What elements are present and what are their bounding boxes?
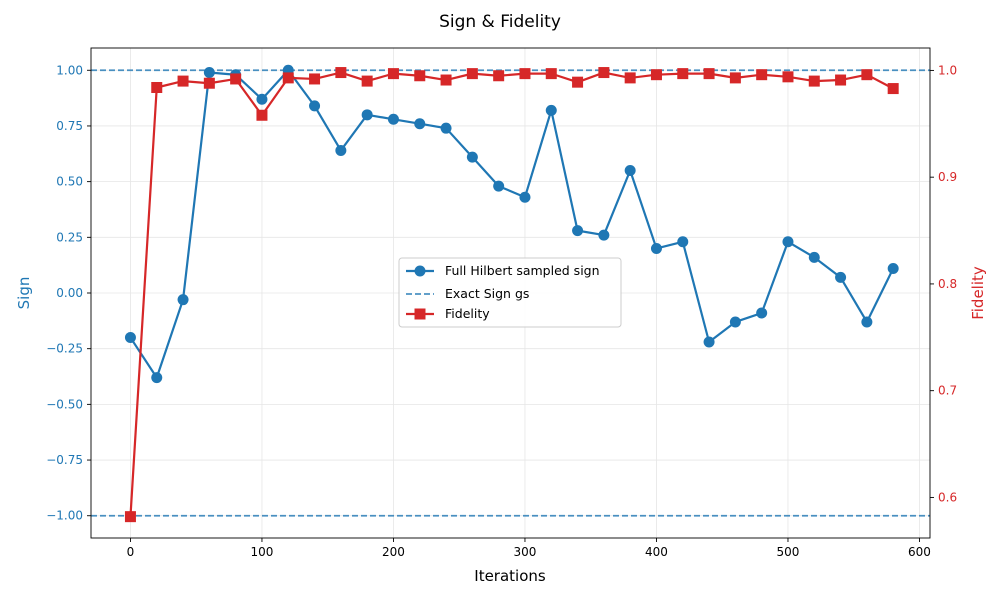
y-right-tick-label: 0.6 — [938, 490, 957, 504]
sign-point — [729, 316, 741, 328]
sign-point — [703, 336, 715, 348]
sign-point — [124, 332, 136, 344]
y-left-tick-label: −0.25 — [46, 342, 83, 356]
fidelity-series — [124, 67, 899, 523]
fidelity-point — [703, 68, 715, 80]
legend-symbol-sign — [406, 265, 434, 277]
legend: Full Hilbert sampled sign Exact Sign gs … — [398, 257, 622, 328]
y-right-tick-label: 1.0 — [938, 63, 957, 77]
fidelity-point — [624, 72, 636, 84]
legend-symbol-fidelity — [406, 308, 434, 320]
x-tick-label: 200 — [382, 545, 405, 559]
y-left-tick-label: 0.25 — [56, 230, 83, 244]
fidelity-point — [545, 68, 557, 80]
y-left-tick-label: −1.00 — [46, 509, 83, 523]
fidelity-point — [203, 77, 215, 89]
y-axis-left-label: Sign — [15, 277, 33, 310]
fidelity-point — [124, 511, 136, 523]
legend-label-exact-sign: Exact Sign gs — [445, 286, 529, 301]
fidelity-point — [782, 71, 794, 83]
sign-point — [624, 165, 636, 176]
fidelity-point — [756, 69, 768, 81]
x-tick-label: 400 — [645, 545, 668, 559]
sign-point — [256, 93, 268, 105]
fidelity-point — [598, 67, 610, 79]
fidelity-point — [808, 75, 820, 87]
fidelity-point — [861, 69, 873, 81]
legend-marker — [414, 265, 426, 277]
y-axis-right-label: Fidelity — [969, 266, 987, 320]
sign-point — [414, 118, 426, 130]
x-tick-label: 100 — [251, 545, 274, 559]
legend-box — [398, 257, 622, 328]
fidelity-point — [230, 73, 242, 85]
sign-point — [493, 180, 505, 192]
fidelity-point — [151, 81, 163, 93]
fidelity-point — [309, 73, 321, 85]
sign-point — [808, 251, 820, 263]
sign-point — [835, 271, 847, 283]
sign-point — [203, 67, 215, 78]
x-tick-label: 0 — [127, 545, 135, 559]
fidelity-point — [256, 109, 268, 121]
axes: 0 100 200 300 400 500 600 −1.00 −0.75 −0.50 −0.25 0… — [46, 63, 957, 559]
fidelity-point — [729, 72, 741, 84]
sign-point — [177, 294, 189, 306]
x-tick-label: 600 — [908, 545, 931, 559]
sign-point — [466, 151, 478, 163]
sign-point — [309, 100, 321, 112]
fidelity-point — [519, 68, 531, 80]
x-tick-label: 300 — [514, 545, 537, 559]
fidelity-point — [572, 76, 584, 88]
fidelity-point — [335, 67, 347, 79]
sign-point — [151, 372, 163, 384]
sign-point — [756, 307, 768, 319]
fidelity-point — [835, 74, 847, 86]
fidelity-point — [387, 68, 399, 80]
y-left-tick-label: 0.75 — [56, 119, 83, 133]
y-right-tick-label: 0.8 — [938, 277, 957, 291]
sign-point — [361, 109, 373, 121]
sign-point — [335, 144, 347, 156]
chart-title: Sign & Fidelity — [439, 12, 561, 32]
y-left-tick-label: −0.50 — [46, 397, 83, 411]
y-left-tick-label: 0.00 — [56, 286, 83, 300]
sign-point — [440, 122, 452, 134]
x-axis-label: Iterations — [474, 567, 546, 585]
sign-point — [598, 229, 610, 241]
y-left-tick-label: −0.75 — [46, 453, 83, 467]
y-left-tick-label: 1.00 — [56, 63, 83, 77]
fidelity-point — [466, 68, 478, 80]
fidelity-point — [361, 75, 373, 87]
sign-point — [572, 225, 584, 237]
legend-label-sign: Full Hilbert sampled sign — [445, 263, 600, 278]
sign-point — [650, 242, 662, 254]
fidelity-point — [887, 83, 899, 95]
fidelity-point — [177, 75, 189, 87]
y-right-tick-label: 0.7 — [938, 384, 957, 398]
sign-line — [129, 69, 895, 379]
reference-lines — [91, 69, 930, 517]
fidelity-point — [650, 69, 662, 81]
fidelity-point — [282, 72, 294, 84]
sign-point — [861, 316, 873, 328]
y-left-tick-label: 0.50 — [56, 175, 83, 189]
fidelity-point — [414, 70, 426, 82]
sign-point — [677, 236, 689, 248]
y-right-tick-label: 0.9 — [938, 170, 957, 184]
sign-point — [887, 263, 899, 274]
fidelity-point — [677, 68, 689, 80]
fidelity-point — [493, 70, 505, 82]
legend-label-fidelity: Fidelity — [445, 306, 490, 321]
sign-point — [782, 236, 794, 248]
legend-marker — [414, 308, 426, 320]
sign-point — [519, 191, 531, 203]
fidelity-point — [440, 74, 452, 86]
x-tick-label: 500 — [777, 545, 800, 559]
sign-point — [545, 104, 557, 116]
sign-point — [387, 113, 399, 125]
sign-series — [124, 64, 899, 384]
